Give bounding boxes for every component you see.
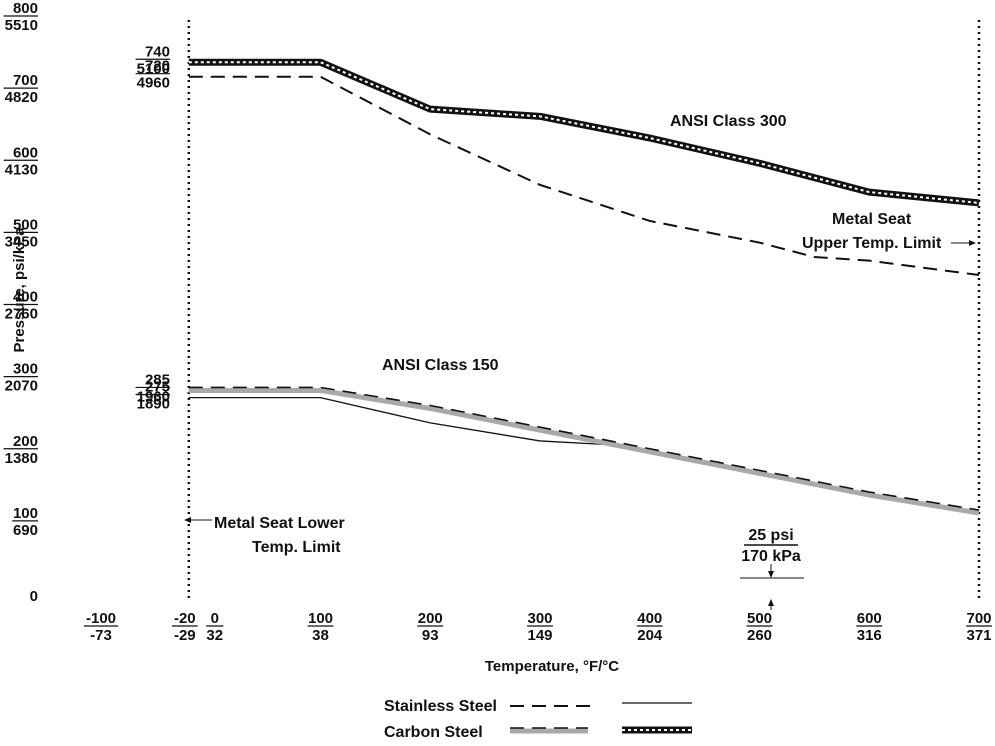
series-carbon-class300 bbox=[188, 58, 980, 207]
value-label-275-bottom: 1890 bbox=[137, 396, 170, 413]
y-axis-label: Pressure, psi/kPa bbox=[11, 227, 28, 353]
x-tick-100-top: 100 bbox=[308, 610, 333, 627]
upper-limit-label-line1: Metal Seat bbox=[832, 211, 912, 228]
y-axis-ticks: 8005510700482060041305003450400276030020… bbox=[3, 0, 38, 605]
upper-limit-label-line2: Upper Temp. Limit bbox=[802, 235, 942, 252]
series-carbon-class150 bbox=[188, 387, 980, 516]
y-tick-300-top: 300 bbox=[13, 361, 38, 378]
x-tick-600-top: 600 bbox=[857, 610, 882, 627]
y-tick-800-top: 800 bbox=[13, 0, 38, 17]
upper-limit-arrowhead bbox=[969, 240, 976, 246]
series-carbon-class300-dots bbox=[188, 61, 980, 204]
x-tick-500-top: 500 bbox=[747, 610, 772, 627]
value-label-285-bottom: 1960 bbox=[137, 388, 170, 405]
x-tick-200-bottom: 93 bbox=[422, 627, 439, 644]
x-tick-0-bottom: 32 bbox=[206, 627, 223, 644]
y-tick-500-top: 500 bbox=[13, 216, 38, 233]
value-label-720-bottom: 4960 bbox=[137, 75, 170, 92]
y-tick-600-top: 600 bbox=[13, 144, 38, 161]
y-tick-300-bottom: 2070 bbox=[5, 378, 38, 395]
psi25-label: 25 psi bbox=[748, 527, 793, 544]
value-label-740-bottom: 5100 bbox=[137, 60, 170, 77]
y-tick-100-bottom: 690 bbox=[13, 522, 38, 539]
x-axis-label: Temperature, °F/°C bbox=[485, 658, 619, 675]
lower-limit-label-line1: Metal Seat Lower bbox=[214, 515, 345, 532]
series-stainless-class150 bbox=[188, 397, 606, 446]
y-tick-700-top: 700 bbox=[13, 72, 38, 89]
value-label-285-top: 285 bbox=[145, 371, 170, 388]
x-tick-600-bottom: 316 bbox=[857, 627, 882, 644]
y-tick-200-bottom: 1380 bbox=[5, 450, 38, 467]
x-tick-700-bottom: 371 bbox=[966, 627, 991, 644]
x-tick--20-bottom: -29 bbox=[174, 627, 196, 644]
lower-limit-label-line2: Temp. Limit bbox=[252, 539, 341, 556]
series-stainless-class300 bbox=[188, 75, 980, 277]
psi25-arrowhead-bottom bbox=[768, 599, 774, 606]
x-tick--100-bottom: -73 bbox=[90, 627, 112, 644]
x-tick-200-top: 200 bbox=[418, 610, 443, 627]
series-lines bbox=[188, 58, 980, 516]
lower-limit-arrowhead bbox=[184, 517, 191, 523]
kpa170-label: 170 kPa bbox=[741, 548, 801, 565]
x-tick-500-bottom: 260 bbox=[747, 627, 772, 644]
class-150-label: ANSI Class 150 bbox=[382, 357, 499, 374]
y-tick-800-bottom: 5510 bbox=[5, 17, 38, 34]
x-tick-300-top: 300 bbox=[527, 610, 552, 627]
x-tick-700-top: 700 bbox=[966, 610, 991, 627]
y-tick-200-top: 200 bbox=[13, 433, 38, 450]
x-tick--20-top: -20 bbox=[174, 610, 196, 627]
x-tick-300-bottom: 149 bbox=[527, 627, 552, 644]
y-tick-0: 0 bbox=[30, 588, 38, 605]
y-tick-100-top: 100 bbox=[13, 505, 38, 522]
y-tick-400-top: 400 bbox=[13, 289, 38, 306]
y-tick-700-bottom: 4820 bbox=[5, 89, 38, 106]
x-tick--100-top: -100 bbox=[86, 610, 116, 627]
value-label-720-top: 720 bbox=[145, 58, 170, 75]
y-tick-400-bottom: 2760 bbox=[5, 306, 38, 323]
y-tick-500-bottom: 3450 bbox=[5, 233, 38, 250]
x-tick-100-bottom: 38 bbox=[312, 627, 329, 644]
x-tick-400-bottom: 204 bbox=[637, 627, 663, 644]
legend: Stainless Steel Carbon Steel bbox=[384, 698, 692, 741]
series-carbon-class150-dash bbox=[188, 386, 980, 511]
psi25-arrowhead-top bbox=[768, 571, 774, 578]
class-300-label: ANSI Class 300 bbox=[670, 113, 787, 130]
x-tick-400-top: 400 bbox=[637, 610, 662, 627]
legend-carbon-label: Carbon Steel bbox=[384, 724, 483, 741]
value-label-740-top: 740 bbox=[145, 43, 170, 60]
value-label-275-top: 275 bbox=[145, 379, 170, 396]
x-tick-0-top: 0 bbox=[211, 610, 219, 627]
legend-stainless-label: Stainless Steel bbox=[384, 698, 497, 715]
y-tick-600-bottom: 4130 bbox=[5, 161, 38, 178]
